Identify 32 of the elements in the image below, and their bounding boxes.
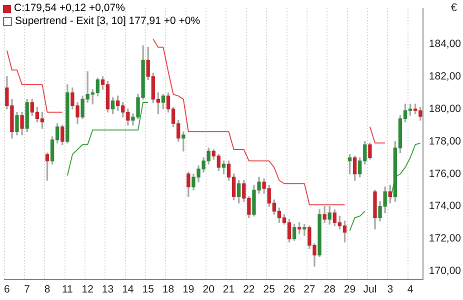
x-tick-label: 12 — [82, 284, 94, 296]
x-tick-label: 19 — [182, 284, 194, 296]
x-tick-label: 22 — [243, 284, 255, 296]
x-tick-label: 3 — [387, 284, 394, 296]
y-axis-title: € — [450, 2, 457, 14]
x-tick-label: 29 — [344, 284, 356, 296]
y-tick-label: 182,00 — [428, 70, 462, 82]
y-tick-label: 178,00 — [428, 135, 462, 148]
x-tick-label: 7 — [24, 284, 30, 296]
x-tick-label: 26 — [283, 284, 296, 296]
x-tick-label: 15 — [142, 284, 154, 296]
x-tick-label: 13 — [102, 284, 114, 296]
x-tick-label: 4 — [407, 284, 414, 296]
y-tick-label: 180,00 — [428, 102, 462, 115]
x-tick-label: 18 — [162, 284, 174, 296]
annotation: Supertrend - Exit [3, 10] 177,91 +0 +0% — [15, 15, 200, 28]
y-tick-label: 184,00 — [428, 38, 462, 50]
annotation: C:179,54 +0,12 +0,07% — [14, 2, 125, 15]
x-tick-label: 28 — [324, 284, 336, 296]
x-tick-label: 25 — [263, 284, 276, 296]
x-tick-label: 20 — [202, 284, 215, 296]
x-tick-label: 6 — [4, 284, 10, 296]
x-tick-label: 8 — [44, 284, 50, 296]
y-tick-label: 174,00 — [428, 200, 462, 212]
x-tick-label: 27 — [304, 284, 316, 296]
x-tick-label: 11 — [62, 284, 74, 296]
x-tick-label: Jul — [363, 284, 377, 296]
x-tick-label: 21 — [222, 284, 235, 296]
y-tick-label: 176,00 — [428, 168, 462, 180]
y-tick-label: 172,00 — [428, 232, 462, 245]
x-tick-label: 14 — [122, 284, 134, 296]
y-tick-label: 170,00 — [428, 265, 462, 278]
